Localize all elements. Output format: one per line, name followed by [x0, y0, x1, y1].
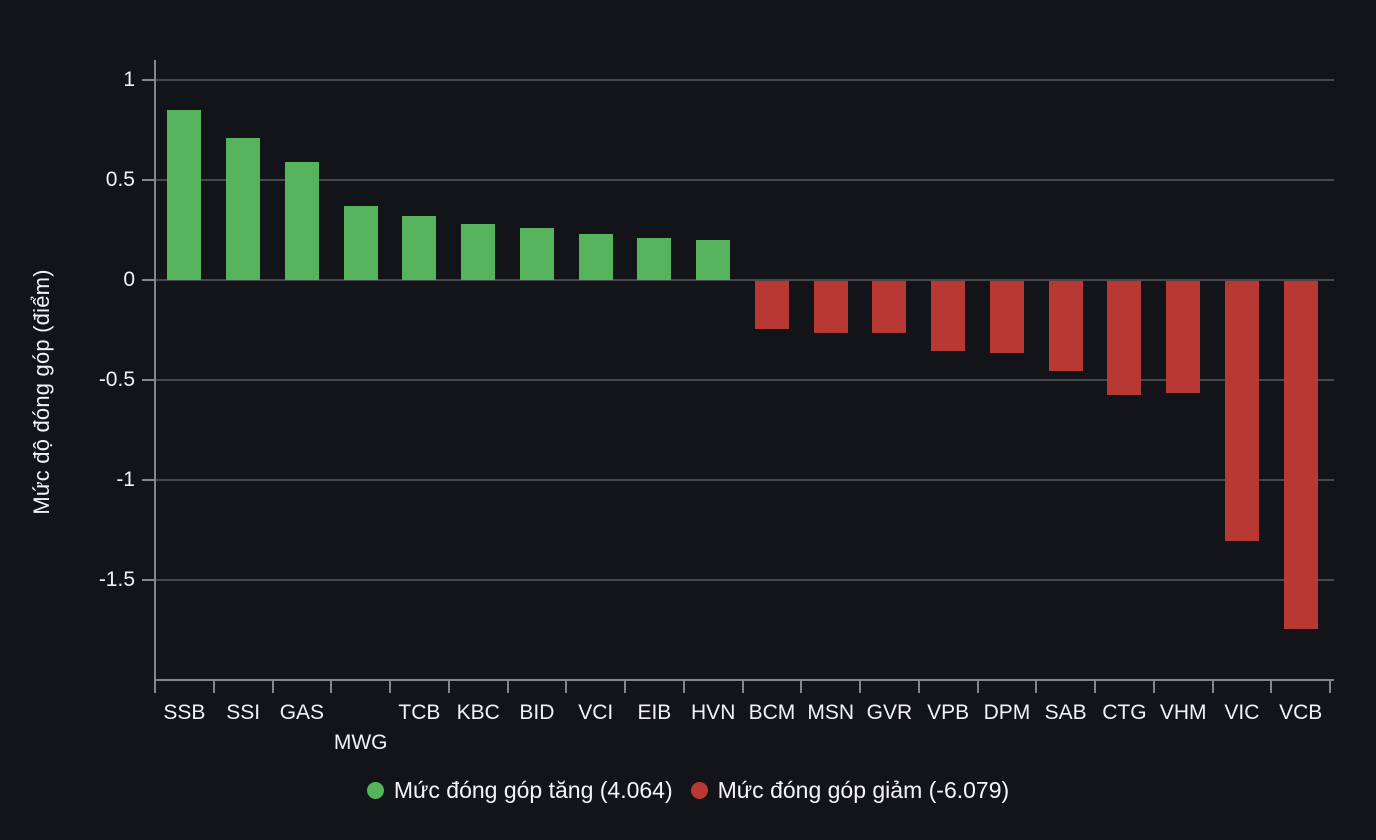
bar-MWG[interactable] [343, 206, 378, 280]
legend-marker-increase-icon [366, 781, 384, 799]
x-tick-mark [506, 680, 509, 693]
gridline-y--1.5 [155, 579, 1334, 581]
x-label-SSI: SSI [226, 701, 261, 724]
gridline-y-1 [155, 79, 1334, 81]
y-tick-mark [142, 579, 155, 581]
x-tick-mark [330, 680, 333, 693]
x-label-HVN: HVN [691, 701, 736, 724]
gridline-y-0.5 [155, 179, 1334, 181]
x-tick-mark [1270, 680, 1273, 693]
x-tick-mark [271, 680, 274, 693]
x-tick-mark [1329, 680, 1331, 693]
y-tick-label--1.5: -1.5 [98, 568, 135, 591]
x-label-VIC: VIC [1224, 701, 1260, 724]
x-tick-mark [917, 680, 920, 693]
gridline-y-0 [155, 279, 1334, 281]
bar-VCB[interactable] [1283, 281, 1318, 629]
legend-marker-decrease-icon [690, 781, 708, 799]
x-label-MSN: MSN [807, 701, 855, 724]
bar-SAB[interactable] [1048, 281, 1083, 371]
y-axis-line [154, 60, 156, 680]
bar-VCI[interactable] [578, 234, 613, 280]
y-tick-label--1: -1 [116, 468, 135, 491]
bar-BID[interactable] [519, 228, 554, 280]
x-tick-mark [859, 680, 861, 693]
bar-KBC[interactable] [461, 224, 496, 280]
x-label-SAB: SAB [1044, 701, 1087, 724]
x-tick-mark [624, 680, 626, 693]
bar-EIB[interactable] [637, 238, 672, 280]
x-label-KBC: KBC [456, 701, 500, 724]
gridline-y--1 [155, 479, 1334, 481]
x-tick-mark [741, 680, 744, 693]
legend: Mức đóng góp tăng (4.064) Mức đóng góp g… [0, 773, 1376, 807]
bar-SSB[interactable] [167, 110, 202, 280]
x-label-GAS: GAS [279, 701, 325, 724]
x-label-DPM: DPM [983, 701, 1031, 724]
x-label-TCB: TCB [398, 701, 441, 724]
x-tick-mark [565, 680, 568, 693]
y-tick-label-0.5: 0.5 [105, 168, 135, 191]
bar-CTG[interactable] [1107, 281, 1142, 395]
x-tick-mark [1035, 680, 1038, 693]
bar-HVN[interactable] [696, 240, 731, 280]
x-label-CTG: CTG [1102, 701, 1147, 724]
x-label-VPB: VPB [927, 701, 970, 724]
x-tick-mark [212, 680, 215, 693]
y-tick-mark [142, 79, 155, 81]
x-label-BID: BID [519, 701, 555, 724]
bar-BCM[interactable] [754, 281, 789, 329]
bar-DPM[interactable] [989, 281, 1024, 353]
x-tick-mark [800, 680, 803, 693]
bar-VPB[interactable] [931, 281, 966, 351]
x-label-VCB: VCB [1279, 701, 1323, 724]
x-tick-mark [447, 680, 450, 693]
legend-item-decrease[interactable]: Mức đóng góp giảm (-6.079) [690, 776, 1010, 804]
bar-MSN[interactable] [813, 281, 848, 333]
bar-GAS[interactable] [284, 162, 319, 280]
bar-GVR[interactable] [872, 281, 907, 333]
y-tick-label-1: 1 [123, 68, 135, 91]
x-label-EIB: EIB [637, 701, 672, 724]
y-tick-label--0.5: -0.5 [98, 368, 135, 391]
x-label-BCM: BCM [748, 701, 796, 724]
y-tick-mark [142, 279, 155, 281]
x-label-SSB: SSB [163, 701, 206, 724]
x-tick-mark [1152, 680, 1155, 693]
y-tick-mark [142, 379, 155, 381]
x-label-VHM: VHM [1159, 701, 1207, 724]
x-tick-mark [154, 680, 156, 693]
legend-label-decrease: Mức đóng góp giảm (-6.079) [717, 776, 1010, 803]
bar-SSI[interactable] [226, 138, 261, 280]
x-tick-mark [389, 680, 391, 693]
x-tick-mark [1094, 680, 1096, 693]
y-tick-mark [142, 179, 155, 181]
x-label-GVR: GVR [866, 701, 913, 724]
bar-VHM[interactable] [1166, 281, 1201, 393]
legend-label-increase: Mức đóng góp tăng (4.064) [393, 776, 673, 803]
y-tick-label-0: 0 [123, 268, 135, 291]
x-label-MWG: MWG [333, 731, 388, 754]
x-tick-mark [1211, 680, 1214, 693]
bar-VIC[interactable] [1224, 281, 1259, 541]
gridline-y--0.5 [155, 379, 1334, 381]
x-axis-line [155, 679, 1334, 681]
x-tick-mark [682, 680, 685, 693]
x-label-VCI: VCI [578, 701, 614, 724]
legend-item-increase[interactable]: Mức đóng góp tăng (4.064) [366, 776, 673, 804]
bar-TCB[interactable] [402, 216, 437, 280]
y-tick-mark [142, 479, 155, 481]
x-tick-mark [976, 680, 979, 693]
